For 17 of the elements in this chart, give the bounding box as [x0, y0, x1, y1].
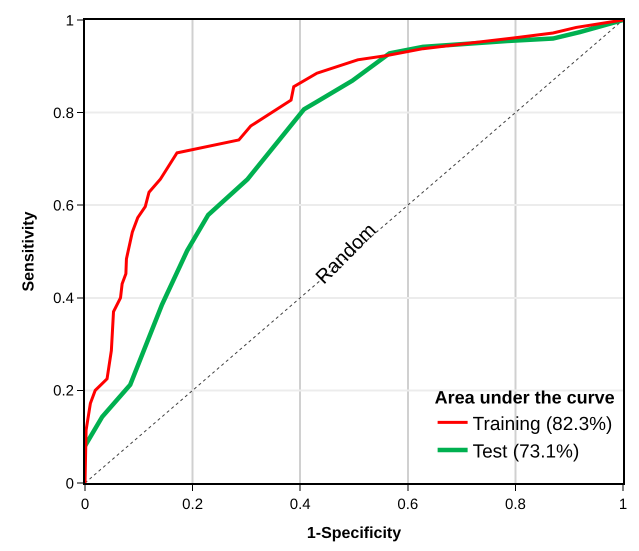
y-tick-label: 0.6	[53, 197, 74, 214]
legend-label: Test (73.1%)	[472, 441, 580, 462]
x-tick-label: 0.4	[290, 496, 311, 513]
y-tick-label: 0	[66, 475, 74, 492]
y-tick-label: 1	[66, 12, 74, 30]
x-tick-label: 0.2	[182, 496, 204, 513]
x-tick-label: 0.8	[504, 496, 526, 513]
legend-label: Training (82.3%)	[472, 414, 612, 435]
x-axis-title: 1-Specificity	[306, 525, 402, 542]
y-tick-label: 0.4	[53, 290, 74, 308]
y-axis-title: Sensitivity	[20, 211, 38, 292]
y-tick-label: 0.8	[53, 104, 74, 122]
legend-title: Area under the curve	[434, 388, 615, 408]
y-tick-label: 0.2	[53, 382, 74, 400]
x-tick-label: 1	[618, 496, 628, 513]
x-tick-label: 0.6	[397, 496, 418, 513]
x-tick-label: 0	[80, 496, 90, 513]
